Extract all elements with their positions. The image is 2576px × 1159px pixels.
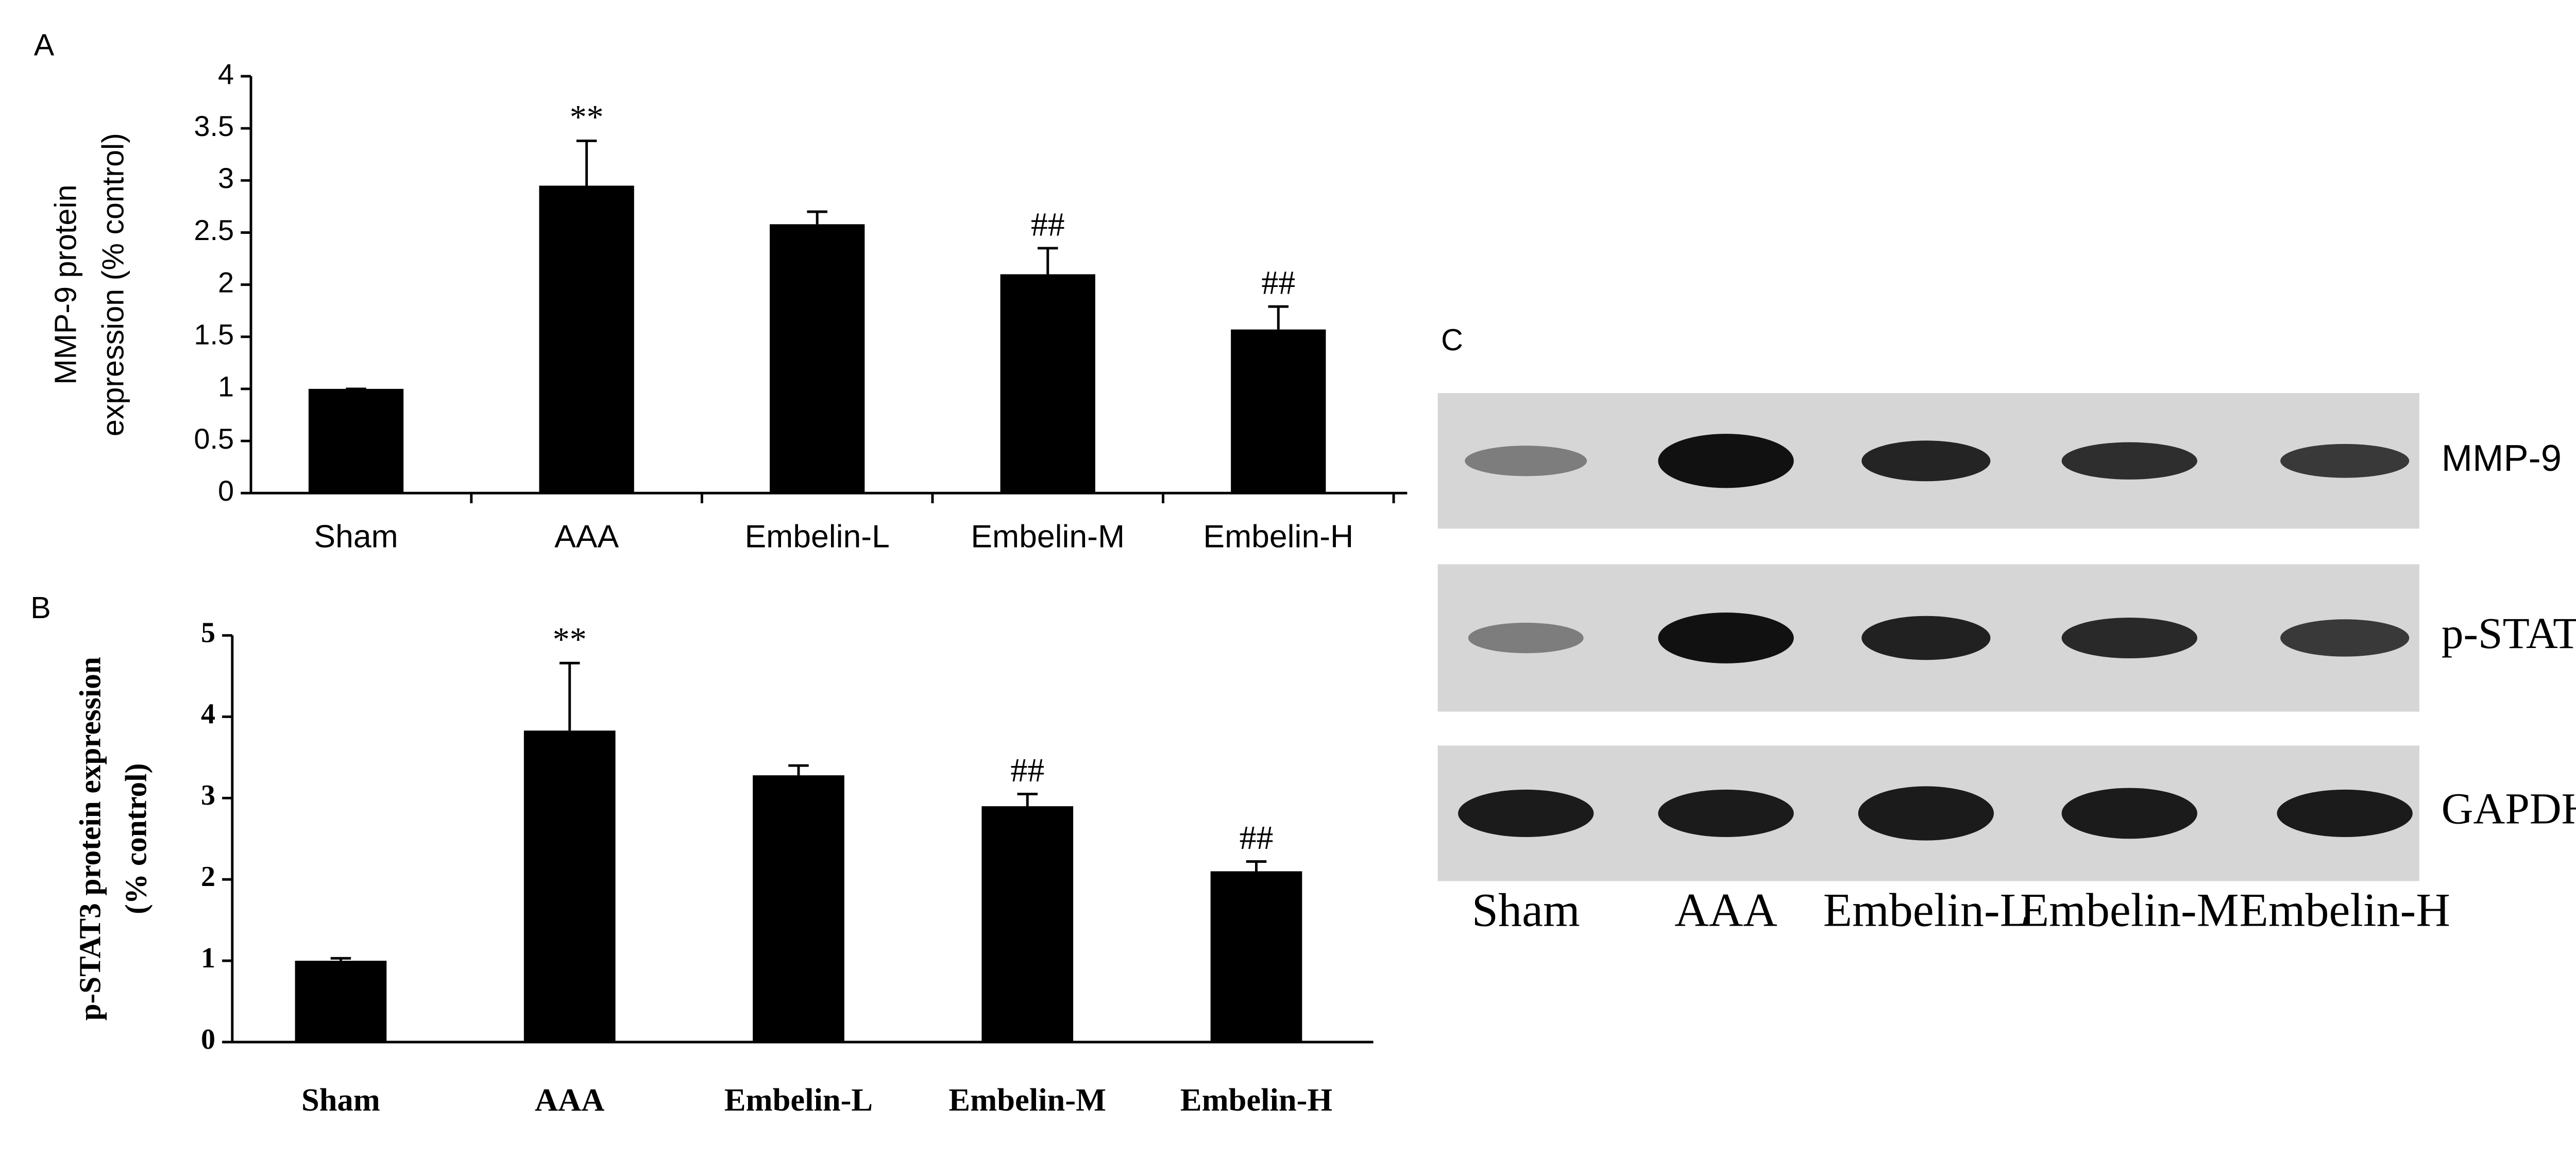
blot-band (2061, 618, 2197, 658)
x-tick-label: Embelin-H (1180, 1082, 1332, 1118)
blot-band (1858, 786, 1994, 841)
bar (523, 730, 616, 1043)
blot-band (2061, 788, 2197, 839)
blot-lane-label: Embelin-M (2020, 883, 2239, 936)
blot-band (2277, 789, 2413, 837)
chart: Bp-STAT3 protein expression (% control) 0 1… (30, 590, 1374, 1118)
blot-band (2061, 442, 2197, 480)
blot-band (1465, 446, 1587, 476)
significance-label: ## (1031, 206, 1065, 243)
y-tick-label: 1 (201, 942, 215, 974)
blot-lane-label: AAA (1674, 883, 1777, 936)
y-tick-label: 2.5 (194, 214, 234, 246)
bar (539, 185, 634, 493)
blot-row-label: p-STAT3 (2442, 609, 2576, 658)
y-axis-label: MMP-9 protein (48, 184, 82, 384)
panel-label: A (34, 28, 55, 62)
blot-band (1468, 622, 1584, 654)
blot-lane-label: Embelin-H (2240, 883, 2450, 936)
blot-band (2280, 444, 2410, 478)
blot-band (1658, 434, 1794, 488)
bar (753, 775, 844, 1043)
y-tick-label: 3 (201, 779, 215, 811)
x-tick-label: Embelin-M (971, 519, 1125, 555)
blot: CMMP-9p-STAT3GAPDHShamAAAEmbelin-LEmbeli… (1437, 322, 2576, 936)
bar (770, 224, 865, 493)
x-tick-label: Embelin-L (724, 1082, 873, 1118)
blot-lane-label: Embelin-L (1823, 883, 2029, 936)
bar (981, 806, 1074, 1043)
x-tick-label: Embelin-L (744, 519, 889, 555)
y-tick-label: 1 (218, 370, 234, 403)
blot-band (1458, 789, 1594, 837)
x-tick-label: Sham (314, 519, 398, 555)
y-tick-label: 1.5 (194, 318, 234, 351)
y-tick-label: 0 (201, 1024, 215, 1055)
y-axis-label: expression (% control) (95, 133, 130, 436)
blot-band (1861, 440, 1991, 482)
y-axis-label: (% control) (118, 763, 152, 914)
y-axis-label: p-STAT3 protein expression (73, 657, 107, 1020)
significance-label: ## (1240, 819, 1274, 857)
y-tick-label: 4 (201, 698, 215, 730)
panel-label: B (30, 590, 51, 625)
blot-band (1658, 789, 1794, 837)
y-tick-label: 0.5 (194, 422, 234, 455)
bar (308, 388, 404, 493)
significance-label: ** (553, 621, 587, 658)
y-tick-label: 2 (201, 861, 215, 893)
blot-band (2280, 619, 2410, 657)
x-tick-label: Embelin-H (1203, 519, 1353, 555)
bar (295, 961, 387, 1043)
x-tick-label: AAA (554, 519, 619, 555)
blot-row-label: GAPDH (2442, 785, 2576, 833)
y-tick-label: 3 (218, 162, 234, 194)
bar (1210, 871, 1302, 1043)
blot-band (1658, 612, 1794, 663)
bar (1000, 274, 1095, 493)
y-tick-label: 3.5 (194, 110, 234, 142)
blot-row-label: MMP-9 (2442, 437, 2562, 479)
significance-label: ## (1010, 752, 1044, 789)
chart: A MMP-9 protein expression (% control) 0 0.5… (34, 28, 1408, 555)
y-tick-label: 0 (218, 474, 234, 507)
y-tick-label: 4 (218, 58, 234, 90)
x-tick-label: Embelin-M (948, 1082, 1106, 1118)
blot-band (1861, 616, 1991, 660)
significance-label: ** (570, 98, 604, 136)
significance-label: ## (1261, 264, 1295, 302)
y-tick-label: 5 (201, 617, 215, 649)
x-tick-label: Sham (301, 1082, 380, 1118)
bar (1231, 329, 1326, 493)
blot-lane-label: Sham (1472, 883, 1580, 936)
panel-label: C (1441, 322, 1463, 357)
y-tick-label: 2 (218, 266, 234, 298)
x-tick-label: AAA (535, 1082, 604, 1118)
